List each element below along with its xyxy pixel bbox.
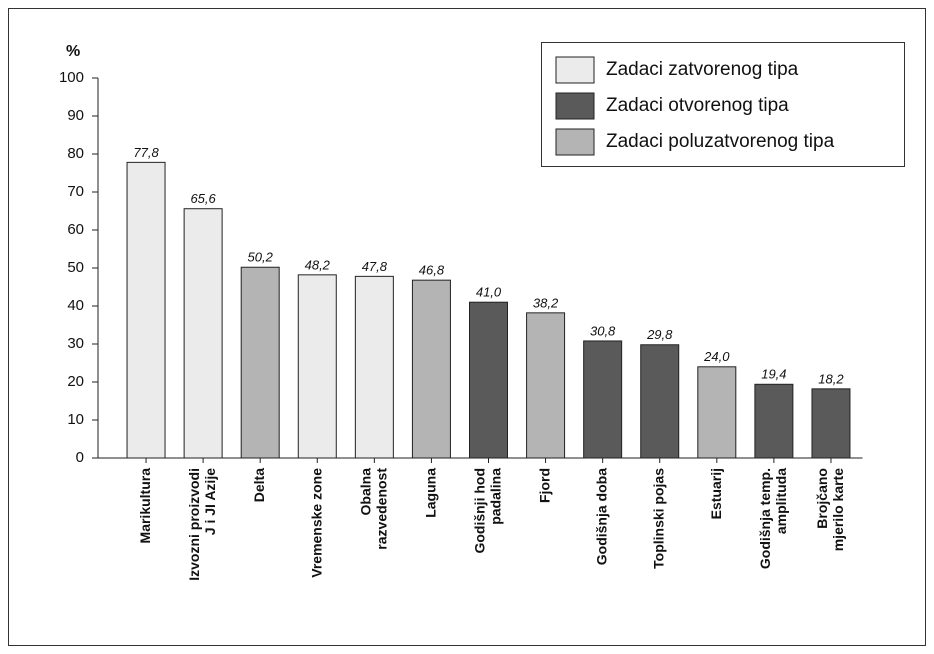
bar (640, 344, 680, 459)
y-tick-label: 50 (67, 259, 84, 276)
value-label: 19,4 (761, 367, 786, 382)
legend-swatch (555, 56, 595, 84)
x-tick-label: Laguna (422, 468, 438, 518)
y-tick-label: 70 (67, 183, 84, 200)
x-tick-label: Vremenske zone (308, 468, 324, 578)
value-label: 18,2 (818, 371, 844, 386)
y-tick-label: 10 (67, 411, 84, 428)
value-label: 24,0 (703, 349, 730, 364)
x-tick-label: Fjord (536, 468, 552, 503)
bar (697, 366, 737, 459)
bar (469, 301, 508, 459)
bar (354, 275, 394, 459)
bar (126, 161, 166, 459)
value-label: 29,8 (646, 327, 673, 342)
value-label: 47,8 (362, 259, 388, 274)
x-tick-label: Estuarij (708, 468, 724, 519)
value-label: 65,6 (190, 191, 216, 206)
value-label: 50,2 (248, 250, 274, 265)
legend-box (541, 42, 905, 167)
x-tick-label: Marikultura (137, 468, 153, 544)
legend-swatch (555, 128, 595, 156)
y-tick-label: 100 (59, 69, 84, 86)
value-label: 48,2 (305, 257, 331, 272)
bar (526, 312, 566, 459)
x-tick-label: Obalnarazvedenost (357, 468, 389, 550)
value-label: 46,8 (419, 263, 445, 278)
y-tick-label: 40 (67, 297, 84, 314)
value-label: 77,8 (133, 145, 159, 160)
x-tick-label: Godišnja temp.amplituda (757, 468, 789, 569)
x-tick-label: Izvozni proizvodiJ i JI Azije (186, 468, 218, 581)
x-tick-label: Toplinski pojas (650, 468, 666, 569)
x-tick-label: Brojčanomjerilo karte (814, 468, 846, 551)
value-label: 38,2 (533, 295, 559, 310)
value-label: 30,8 (590, 323, 616, 338)
y-tick-label: 0 (76, 449, 84, 466)
y-tick-label: 20 (67, 373, 84, 390)
y-tick-label: 90 (67, 107, 84, 124)
value-label: 41,0 (476, 285, 502, 300)
x-tick-label: Godišnji hodpadalina (471, 468, 503, 554)
y-tick-label: 60 (67, 221, 84, 238)
x-tick-label: Delta (251, 468, 267, 502)
bar (297, 274, 337, 459)
legend-label: Zadaci otvorenog tipa (606, 95, 789, 116)
legend-label: Zadaci poluzatvorenog tipa (606, 131, 835, 152)
y-tick-label: 30 (67, 335, 84, 352)
y-tick-label: 80 (67, 145, 84, 162)
legend-label: Zadaci zatvorenog tipa (606, 59, 799, 80)
legend-swatch (555, 92, 595, 120)
bar (183, 208, 223, 459)
bar (240, 266, 280, 459)
bar (754, 383, 794, 459)
y-axis-label: % (66, 43, 80, 60)
x-tick-label: Godišnja doba (593, 468, 609, 565)
bar (411, 279, 451, 459)
bar (811, 388, 851, 459)
bar (583, 340, 623, 459)
